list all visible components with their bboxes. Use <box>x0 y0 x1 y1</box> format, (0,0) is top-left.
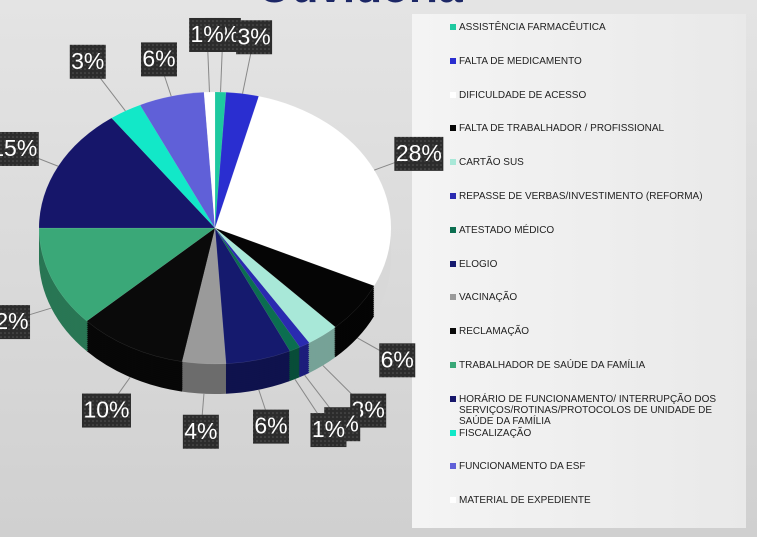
legend-label: HORÁRIO DE FUNCIONAMENTO/ INTERRUPÇÃO DO… <box>459 393 717 427</box>
data-label: 6% <box>142 45 175 71</box>
pie-slice <box>214 91 227 229</box>
label-box <box>236 20 273 55</box>
label-box <box>0 305 31 340</box>
legend-label: RECLAMAÇÃO <box>459 326 530 338</box>
legend-item: CARTÃO SUS <box>450 157 735 168</box>
pie-slice <box>214 227 301 352</box>
legend-label: FUNCIONAMENTO DA ESF <box>459 461 586 473</box>
label-box <box>310 413 347 448</box>
legend-label: FALTA DE TRABALHADOR / PROFISSIONAL <box>459 123 665 135</box>
pie-slice <box>214 227 291 364</box>
legend-swatch <box>450 24 456 30</box>
data-label: 3% <box>237 23 270 49</box>
legend-label: DIFICULDADE DE ACESSO <box>459 89 587 101</box>
legend-swatch <box>450 362 456 368</box>
pie-slice <box>214 95 392 287</box>
data-label: 4% <box>184 418 217 444</box>
label-box <box>253 409 290 444</box>
legend-item: ELOGIO <box>450 259 735 270</box>
legend-label: REPASSE DE VERBAS/INVESTIMENTO (REFORMA) <box>459 191 703 202</box>
legend-swatch <box>450 193 456 199</box>
data-label: 12% <box>0 308 29 334</box>
legend-label: ATESTADO MÉDICO <box>459 224 555 236</box>
legend-item: ASSISTÊNCIA FARMACÊUTICA <box>450 22 735 33</box>
legend-item: HORÁRIO DE FUNCIONAMENTO/ INTERRUPÇÃO DO… <box>450 394 735 427</box>
pie-slice <box>181 227 227 365</box>
legend-panel <box>412 14 746 528</box>
label-box <box>81 393 131 428</box>
chart-title: Ouvidoria <box>257 0 463 12</box>
label-box <box>140 42 177 77</box>
legend-item: RECLAMAÇÃO <box>450 326 735 337</box>
legend-label: ELOGIO <box>459 258 498 270</box>
data-label: 1% <box>191 21 224 47</box>
pie-slice <box>214 92 260 229</box>
pie-slice <box>203 91 216 229</box>
label-box <box>379 343 416 378</box>
legend-item: FALTA DE TRABALHADOR / PROFISSIONAL <box>450 123 735 134</box>
legend-item: MATERIAL DE EXPEDIENTE <box>450 495 735 506</box>
legend-swatch <box>450 226 456 233</box>
legend-item: ATESTADO MÉDICO <box>450 225 735 236</box>
legend-swatch <box>450 497 456 504</box>
data-label: 15% <box>0 135 37 161</box>
legend-swatch <box>450 395 456 402</box>
legend-item: FALTA DE MEDICAMENTO <box>450 56 735 67</box>
legend-swatch <box>450 260 456 267</box>
label-box <box>182 414 219 449</box>
data-label: 1% <box>312 416 345 442</box>
legend-swatch <box>450 125 456 132</box>
legend-swatch <box>450 91 456 98</box>
pie-slice <box>214 227 310 348</box>
legend-item: TRABALHADOR DE SAÚDE DA FAMÍLIA <box>450 360 735 371</box>
pie-slice <box>111 104 216 229</box>
legend-label: CARTÃO SUS <box>459 157 524 169</box>
data-label: 6% <box>254 413 287 439</box>
legend-swatch <box>450 328 456 335</box>
data-label: 6% <box>381 346 414 372</box>
label-box <box>0 131 39 166</box>
pie-slice <box>214 227 375 328</box>
legend-item: VACINAÇÃO <box>450 292 735 303</box>
data-label: 28% <box>396 140 442 166</box>
label-box <box>394 136 444 171</box>
legend-swatch <box>450 429 456 436</box>
legend-label: FISCALIZAÇÃO <box>459 427 532 439</box>
legend-label: TRABALHADOR DE SAÚDE DA FAMÍLIA <box>459 360 646 371</box>
pie-slice <box>139 92 216 229</box>
legend-swatch <box>450 57 456 64</box>
legend-label: MATERIAL DE EXPEDIENTE <box>459 495 591 507</box>
legend-label: FALTA DE MEDICAMENTO <box>459 55 582 67</box>
label-box <box>69 44 106 79</box>
pie-slice <box>86 227 216 362</box>
label-box <box>189 17 226 52</box>
legend-item: FUNCIONAMENTO DA ESF <box>450 461 735 472</box>
legend-swatch <box>450 294 456 301</box>
pie-slice <box>38 117 216 229</box>
legend-item: REPASSE DE VERBAS/INVESTIMENTO (REFORMA) <box>450 191 735 202</box>
data-label: 3% <box>71 48 104 74</box>
data-label: 10% <box>83 397 129 423</box>
legend-label: VACINAÇÃO <box>459 292 518 304</box>
legend-item: FISCALIZAÇÃO <box>450 428 735 439</box>
legend-label: ASSISTÊNCIA FARMACÊUTICA <box>459 22 606 33</box>
legend-item: DIFICULDADE DE ACESSO <box>450 90 735 101</box>
legend-swatch <box>450 159 456 166</box>
pie-slice <box>214 227 336 344</box>
legend-swatch <box>450 463 456 470</box>
pie-slice <box>38 227 216 322</box>
